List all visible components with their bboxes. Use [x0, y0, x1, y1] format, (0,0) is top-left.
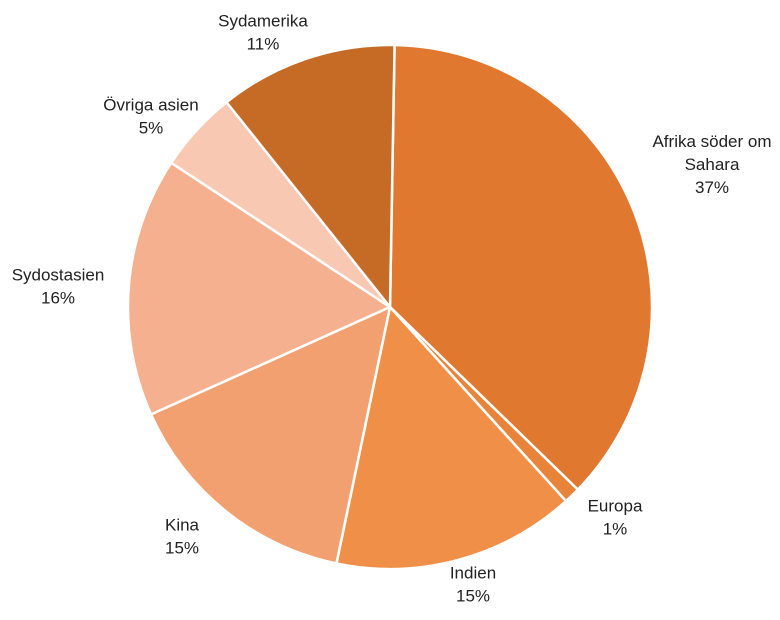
slice-label: Kina 15%	[165, 516, 200, 558]
slice-value-label: 11%	[247, 35, 280, 54]
slice-name-label: Kina	[165, 516, 200, 535]
slice-label: Sydostasien 16%	[12, 266, 105, 308]
slice-name-label: Europa	[588, 497, 643, 516]
slice-name-label: Sydamerika	[218, 12, 308, 31]
pie-slice	[126, 161, 392, 416]
slice-label: Indien 15%	[450, 564, 496, 606]
slice-value-label: 37%	[695, 178, 729, 197]
slice-name-label: Afrika söder om	[652, 132, 771, 151]
slice-label: Övriga asien 5%	[103, 96, 198, 138]
slice-name-label: Sydostasien	[12, 266, 105, 285]
slice-name-label: Indien	[450, 564, 496, 583]
slice-value-label: 15%	[456, 587, 490, 606]
slice-label: Sydamerika 11%	[218, 12, 308, 54]
pie-slice	[335, 305, 568, 571]
pie-slice	[225, 43, 396, 309]
slice-value-label: 15%	[165, 539, 199, 558]
slice-name-label: Övriga asien	[103, 96, 198, 115]
slice-value-label: 1%	[603, 520, 628, 539]
pie-slice	[388, 43, 654, 491]
pie-slice	[149, 305, 392, 565]
slice-name-label: Sahara	[685, 155, 740, 174]
slice-value-label: 16%	[41, 289, 75, 308]
pie-slices	[126, 43, 654, 571]
slice-label: Afrika söder om Sahara 37%	[652, 132, 771, 197]
slice-label: Europa 1%	[588, 497, 643, 539]
pie-labels: Afrika söder om Sahara 37% Europa 1% Indien 15…	[12, 12, 772, 606]
slice-value-label: 5%	[139, 119, 164, 138]
